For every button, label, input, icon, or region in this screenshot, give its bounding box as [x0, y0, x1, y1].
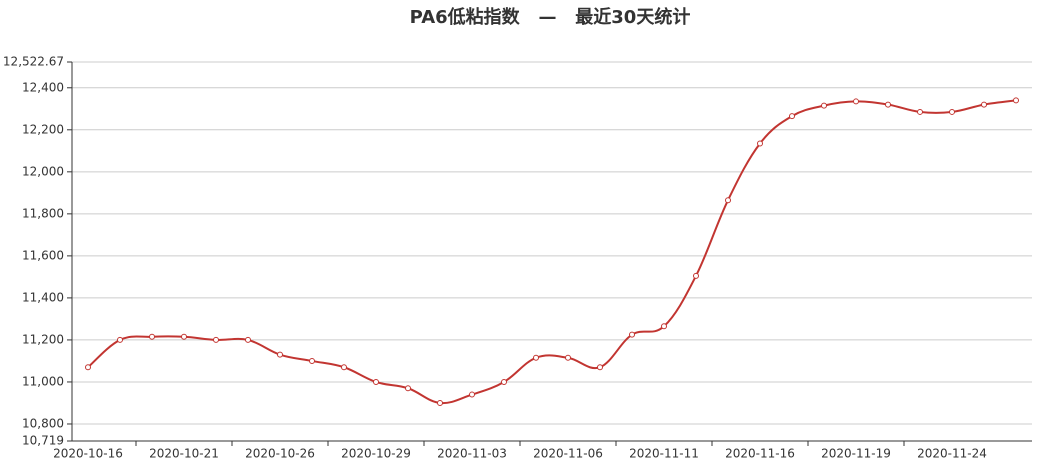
point	[437, 399, 443, 406]
y-tick-label: 10,800	[22, 416, 64, 430]
y-tick-label: 12,522.67	[3, 55, 64, 69]
point	[277, 351, 283, 358]
point	[501, 378, 507, 385]
point	[213, 336, 219, 343]
point	[661, 323, 667, 330]
x-tick-label: 2020-10-29	[341, 447, 411, 461]
point	[1013, 97, 1019, 104]
y-tick-label: 11,800	[22, 206, 64, 220]
y-tick-label: 12,000	[22, 164, 64, 178]
point	[405, 385, 411, 392]
x-tick-label: 2020-10-21	[149, 447, 219, 461]
point	[853, 98, 859, 105]
point	[117, 336, 123, 343]
point	[245, 336, 251, 343]
point	[565, 354, 571, 361]
point	[373, 378, 379, 385]
x-tick-label: 2020-11-16	[725, 447, 795, 461]
x-tick-label: 2020-11-06	[533, 447, 603, 461]
point	[533, 354, 539, 361]
point	[789, 113, 795, 120]
point	[341, 364, 347, 371]
y-tick-label: 10,719	[22, 434, 64, 448]
point	[757, 140, 763, 147]
line	[87, 99, 1017, 405]
point	[917, 108, 923, 115]
point	[949, 108, 955, 115]
x-tick-label: 2020-11-03	[437, 447, 507, 461]
point	[309, 357, 315, 364]
x-tick-label: 2020-11-24	[917, 447, 987, 461]
point	[725, 197, 731, 204]
point	[885, 101, 891, 108]
y-tick-label: 12,200	[22, 122, 64, 136]
point	[981, 101, 987, 108]
y-tick-label: 11,000	[22, 374, 64, 388]
point	[597, 364, 603, 371]
y-tick-label: 12,400	[22, 80, 64, 94]
x-tick-label: 2020-11-19	[821, 447, 891, 461]
point	[469, 391, 475, 398]
x-tick-label: 2020-10-16	[53, 447, 123, 461]
point	[693, 272, 699, 279]
x-tick-label: 2020-11-11	[629, 447, 699, 461]
point	[149, 333, 155, 340]
point	[181, 333, 187, 340]
y-tick-label: 11,600	[22, 248, 64, 262]
point	[821, 102, 827, 109]
point	[629, 331, 635, 338]
point	[85, 364, 91, 371]
y-tick-label: 11,200	[22, 332, 64, 346]
chart-title: PA6低粘指数 — 最近30天统计	[410, 6, 691, 28]
y-tick-label: 11,400	[22, 290, 64, 304]
x-tick-label: 2020-10-26	[245, 447, 315, 461]
